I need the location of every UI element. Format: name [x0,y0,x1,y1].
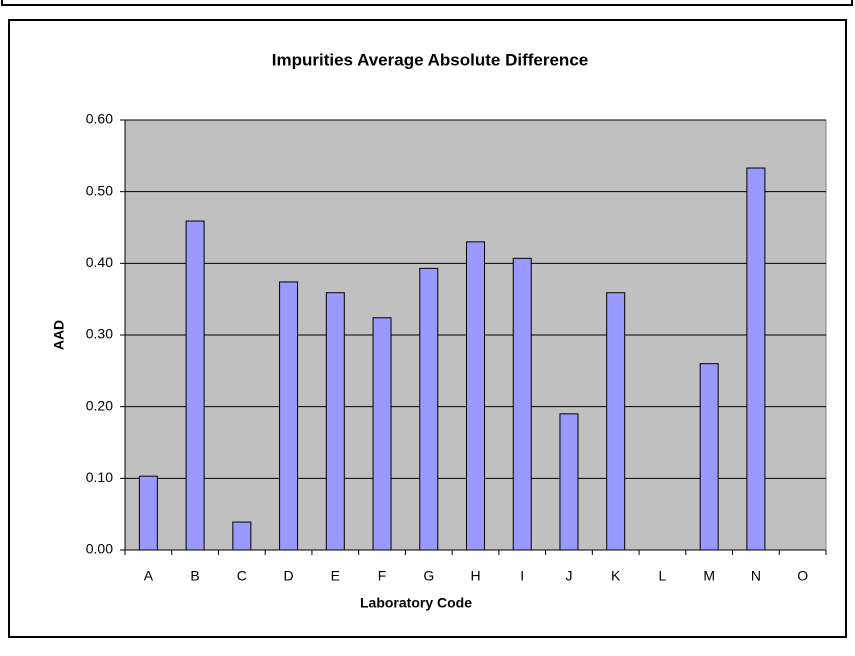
x-tick-label: N [751,568,761,584]
bar [279,281,299,551]
x-tick-label: B [190,568,199,584]
x-tick-label: M [703,568,715,584]
x-tick-label: E [331,568,340,584]
x-tick-label: A [144,568,154,584]
x-tick-label: G [423,568,434,584]
bar [559,413,579,551]
x-tick-label: L [659,568,667,584]
x-axis-label: Laboratory Code [360,595,472,611]
bar [138,475,158,551]
y-tick-label: 0.10 [86,469,113,485]
y-axis-label: AAD [51,320,67,350]
top-frame [1,0,853,6]
x-tick-label: J [565,568,572,584]
x-tick-label: H [470,568,480,584]
bar [512,257,532,551]
chart-title: Impurities Average Absolute Difference [272,50,588,69]
y-tick-label: 0.60 [86,111,113,127]
x-tick-label: C [237,568,247,584]
x-tick-label: D [284,568,294,584]
bar [325,292,345,551]
bar [419,267,439,551]
bar [699,363,719,551]
x-tick-label: F [378,568,387,584]
y-tick-label: 0.40 [86,254,113,270]
x-tick-label: O [797,568,808,584]
bar [466,241,485,551]
y-tick-label: 0.30 [86,326,113,342]
y-tick-label: 0.00 [86,541,113,557]
x-tick-label: K [611,568,621,584]
bar [232,521,252,551]
x-tick-label: I [520,568,524,584]
bar [372,317,392,551]
bar [746,167,766,551]
bar [185,220,205,551]
y-tick-label: 0.20 [86,397,113,413]
bar [606,292,626,551]
y-tick-label: 0.50 [86,182,113,198]
